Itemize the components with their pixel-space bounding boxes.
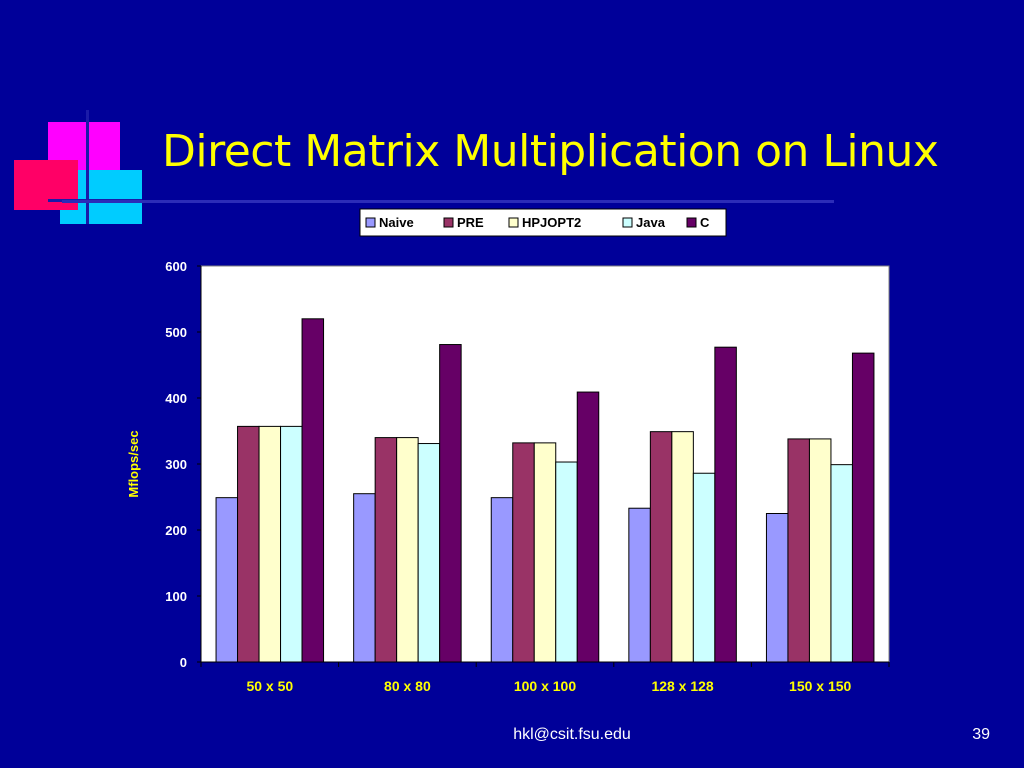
y-tick-label: 500 xyxy=(165,325,187,340)
bar xyxy=(417,443,441,663)
legend-swatch xyxy=(443,217,454,228)
legend-label: HPJOPT2 xyxy=(522,215,581,230)
legend-label: Java xyxy=(636,215,666,230)
bar xyxy=(628,507,651,663)
bar xyxy=(787,438,810,663)
bar xyxy=(555,461,578,663)
slide-title: Direct Matrix Multiplication on Linux xyxy=(162,126,939,177)
legend-swatch xyxy=(686,217,697,228)
bar xyxy=(439,344,462,663)
y-tick-label: 200 xyxy=(165,523,187,538)
legend-box xyxy=(359,208,727,237)
x-tick-label: 128 x 128 xyxy=(651,678,713,694)
y-tick-label: 300 xyxy=(165,457,187,472)
y-tick-label: 600 xyxy=(165,259,187,274)
legend-label: C xyxy=(700,215,710,230)
bar xyxy=(576,391,600,663)
bar xyxy=(237,425,260,663)
x-tick-label: 50 x 50 xyxy=(246,678,293,694)
page-number: 39 xyxy=(972,726,990,743)
x-tick-label: 100 x 100 xyxy=(514,678,576,694)
y-tick-label: 400 xyxy=(165,391,187,406)
legend-swatch xyxy=(365,217,376,228)
bar xyxy=(808,438,832,663)
bar xyxy=(649,431,673,663)
bar xyxy=(353,493,376,663)
bar xyxy=(851,352,875,663)
decorative-vertical-line xyxy=(86,110,89,224)
bar xyxy=(512,442,535,663)
legend-label: Naive xyxy=(379,215,414,230)
y-tick-label: 0 xyxy=(180,655,187,670)
bar xyxy=(258,425,282,663)
bar xyxy=(215,497,239,663)
legend-swatch xyxy=(622,217,633,228)
bar xyxy=(490,497,514,663)
x-tick-label: 150 x 150 xyxy=(789,678,851,694)
bar xyxy=(396,437,419,663)
bar xyxy=(714,346,737,663)
title-underline xyxy=(62,200,834,203)
bar xyxy=(765,513,789,663)
bar xyxy=(280,425,303,663)
bar xyxy=(830,464,853,663)
bar xyxy=(374,437,398,663)
y-tick-label: 100 xyxy=(165,589,187,604)
bar xyxy=(692,472,716,663)
bar xyxy=(671,431,694,663)
x-tick-label: 80 x 80 xyxy=(384,678,431,694)
legend-swatch xyxy=(508,217,519,228)
footer-email: hkl@csit.fsu.edu xyxy=(513,726,631,743)
bar xyxy=(301,318,325,663)
y-axis-label: Mflops/sec xyxy=(126,430,141,497)
bar xyxy=(533,442,557,663)
legend-label: PRE xyxy=(457,215,484,230)
